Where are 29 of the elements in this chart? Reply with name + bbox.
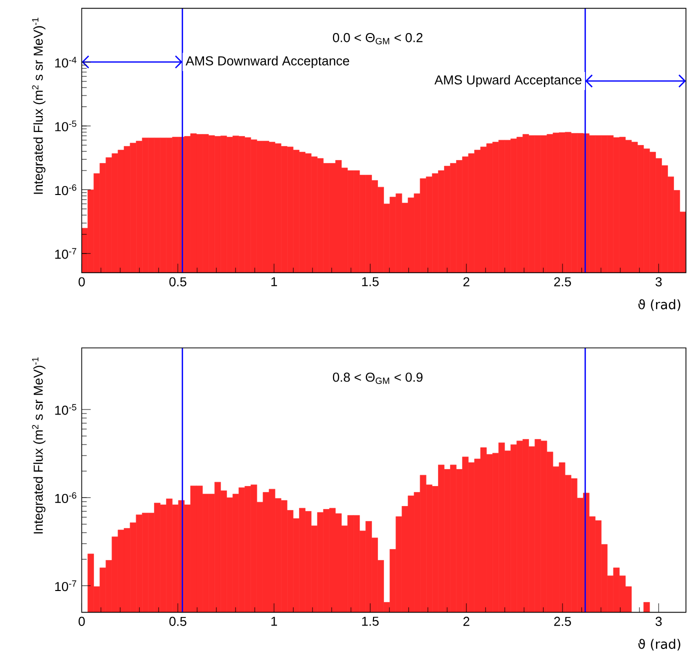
x-tick-label: 3 bbox=[656, 616, 662, 626]
annotation: AMS Upward Acceptance bbox=[434, 74, 582, 88]
x-tick-label: 2 bbox=[463, 277, 470, 286]
x-tick-label: 0 bbox=[78, 277, 85, 286]
x-tick-label: 0.5 bbox=[169, 616, 186, 626]
x-tick-label: 1 bbox=[271, 616, 278, 626]
x-tick-label: 2.5 bbox=[554, 616, 571, 626]
x-tick-label: 3 bbox=[656, 277, 662, 286]
x-axis-title: ϑ (rad) bbox=[638, 299, 680, 311]
x-tick-label: 2 bbox=[463, 616, 470, 626]
x-tick-label: 2.5 bbox=[554, 277, 571, 286]
y-tick-label: 10$^{-4}$ bbox=[55, 56, 76, 68]
x-tick-label: 0 bbox=[78, 616, 85, 626]
text: 0.8 < Θ$_{GM}$ < 0.9 bbox=[332, 372, 422, 384]
y-axis-title: Integrated Flux (m$^{2}$ s sr MeV)$^{-1}$ bbox=[32, 18, 46, 194]
y-tick-label: 10$^{-7}$ bbox=[55, 248, 76, 259]
y-tick-label: 10$^{-5}$ bbox=[55, 120, 76, 132]
y-tick-label: 10$^{-6}$ bbox=[55, 492, 76, 504]
annotation: AMS Downward Acceptance bbox=[186, 56, 350, 68]
y-tick-label: 10$^{-6}$ bbox=[55, 184, 76, 196]
x-tick-label: 1 bbox=[271, 277, 278, 286]
text: 0.0 < Θ$_{GM}$ < 0.2 bbox=[332, 33, 422, 44]
y-tick-label: 10$^{-7}$ bbox=[55, 580, 76, 592]
y-tick-label: 10$^{-5}$ bbox=[55, 404, 76, 415]
x-tick-label: 1.5 bbox=[362, 277, 379, 286]
x-tick-label: 1.5 bbox=[362, 616, 379, 626]
y-axis-title: Integrated Flux (m$^{2}$ s sr MeV)$^{-1}$ bbox=[32, 357, 46, 534]
x-axis-title: ϑ (rad) bbox=[638, 638, 680, 650]
x-tick-label: 0.5 bbox=[169, 277, 186, 286]
